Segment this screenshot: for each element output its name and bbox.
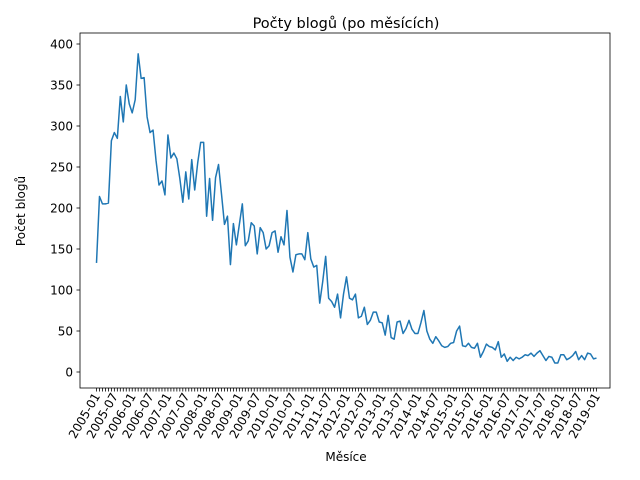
y-tick-label: 350: [50, 78, 73, 92]
axes-frame: [79, 32, 611, 389]
y-tick-label: 150: [50, 242, 73, 256]
y-tick-label: 300: [50, 119, 73, 133]
axes-spines: [79, 32, 611, 389]
y-axis: 0 50 100 150 200 250 300 350 400: [50, 37, 80, 379]
chart-title: Počty blogů (po měsících): [253, 16, 440, 32]
y-axis-label: Počet blogů: [14, 176, 28, 246]
y-tick-label: 400: [50, 37, 73, 51]
y-tick-label: 250: [50, 160, 73, 174]
y-tick-label: 200: [50, 201, 73, 215]
x-axis-label: Měsíce: [325, 450, 366, 464]
plot-background: [80, 33, 610, 388]
y-tick-label: 50: [58, 324, 73, 338]
y-tick-label: 0: [65, 365, 73, 379]
series-line: [95, 53, 597, 364]
plot-area: [80, 33, 610, 388]
y-tick-label: 100: [50, 283, 73, 297]
